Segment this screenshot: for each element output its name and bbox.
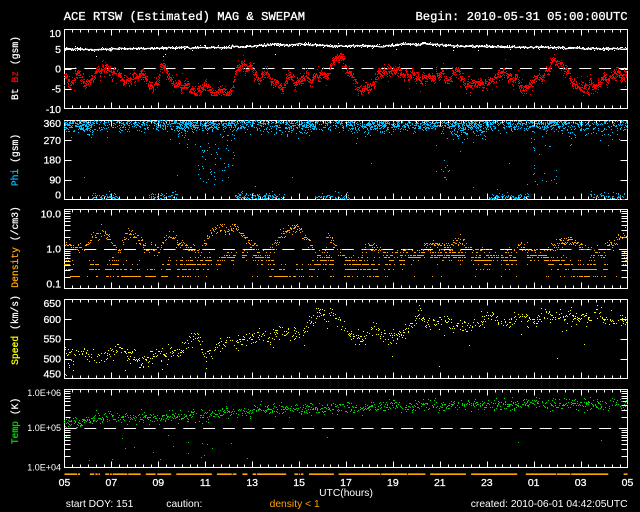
svg-text:450: 450 bbox=[43, 369, 61, 381]
svg-text:07: 07 bbox=[106, 477, 118, 489]
svg-text:05: 05 bbox=[622, 477, 634, 489]
svg-text:Temp (K): Temp (K) bbox=[10, 398, 21, 445]
svg-text:05: 05 bbox=[59, 477, 71, 489]
svg-text:Bt Bz (gsm): Bt Bz (gsm) bbox=[10, 36, 21, 100]
svg-text:11: 11 bbox=[200, 477, 211, 489]
svg-text:density < 1: density < 1 bbox=[270, 499, 320, 510]
svg-text:1.0E+04: 1.0E+04 bbox=[27, 463, 61, 473]
svg-text:360: 360 bbox=[43, 118, 61, 130]
svg-text:5: 5 bbox=[55, 44, 61, 56]
svg-text:1.0E+06: 1.0E+06 bbox=[27, 388, 61, 398]
svg-text:500: 500 bbox=[43, 354, 61, 366]
svg-text:10: 10 bbox=[49, 28, 61, 40]
svg-text:90: 90 bbox=[49, 175, 61, 187]
svg-text:created: 2010-06-01 04:42:05UT: created: 2010-06-01 04:42:05UTC bbox=[471, 499, 628, 510]
svg-text:600: 600 bbox=[43, 314, 61, 326]
svg-text:0: 0 bbox=[55, 190, 61, 202]
svg-text:Phi (gsm): Phi (gsm) bbox=[10, 134, 21, 186]
svg-text:Density (/cm3): Density (/cm3) bbox=[10, 206, 21, 287]
svg-text:09: 09 bbox=[152, 477, 164, 489]
svg-text:start DOY: 151: start DOY: 151 bbox=[66, 499, 134, 510]
svg-text:180: 180 bbox=[43, 155, 61, 167]
svg-text:1.0E+05: 1.0E+05 bbox=[27, 423, 61, 433]
svg-text:-5: -5 bbox=[52, 84, 61, 96]
svg-text:13: 13 bbox=[246, 477, 258, 489]
svg-text:01: 01 bbox=[528, 477, 540, 489]
svg-text:ACE RTSW (Estimated) MAG & SWE: ACE RTSW (Estimated) MAG & SWEPAM bbox=[64, 10, 305, 24]
svg-text:Begin: 2010-05-31 05:00:00UTC: Begin: 2010-05-31 05:00:00UTC bbox=[415, 10, 627, 24]
svg-text:Speed (km/s): Speed (km/s) bbox=[10, 295, 21, 365]
svg-text:UTC(hours): UTC(hours) bbox=[319, 488, 373, 499]
svg-text:23: 23 bbox=[481, 477, 493, 489]
svg-text:650: 650 bbox=[43, 298, 61, 310]
svg-text:10.0: 10.0 bbox=[41, 208, 62, 220]
svg-text:caution:: caution: bbox=[166, 499, 202, 510]
svg-text:0: 0 bbox=[55, 64, 61, 76]
svg-text:19: 19 bbox=[387, 477, 399, 489]
svg-text:15: 15 bbox=[293, 477, 305, 489]
svg-text:-10: -10 bbox=[46, 104, 61, 116]
svg-text:17: 17 bbox=[340, 477, 352, 489]
svg-text:270: 270 bbox=[43, 135, 61, 147]
svg-text:03: 03 bbox=[575, 477, 587, 489]
svg-text:550: 550 bbox=[43, 334, 61, 346]
svg-text:0.1: 0.1 bbox=[46, 279, 61, 291]
svg-text:21: 21 bbox=[434, 477, 446, 489]
svg-text:1.0: 1.0 bbox=[46, 244, 61, 256]
